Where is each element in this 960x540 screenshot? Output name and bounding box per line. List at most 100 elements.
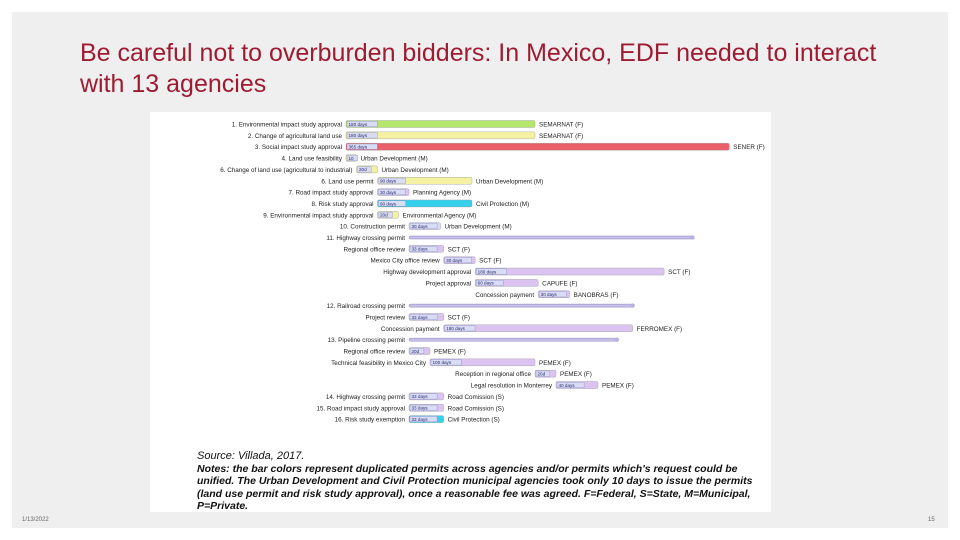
agency-label: PEMEX (F) (539, 360, 571, 367)
task-label: 4. Land use feasibility (281, 156, 342, 163)
task-label: 3. Social impact study approval (255, 144, 342, 151)
duration-label: 30 days (446, 258, 463, 263)
duration-label-box (346, 155, 358, 161)
agency-label: Road Comission (S) (448, 394, 504, 401)
duration-label-box (444, 257, 472, 264)
duration-label-box (430, 359, 462, 366)
gantt-row: Project review 33 days SCT (F) (365, 313, 470, 321)
gantt-chart: 1. Environmental impact study approval 18… (220, 120, 765, 424)
agency-label: CAPUFE (F) (542, 280, 577, 287)
duration-label: 180 days (478, 269, 497, 274)
duration-label: 33 days (412, 394, 429, 399)
duration-label-box (409, 314, 438, 320)
figure-source: Source: Villada, 2017. (197, 450, 305, 462)
duration-label-box (535, 370, 551, 377)
gantt-row: 14. Highway crossing permit 33 days Road C… (326, 392, 504, 401)
task-label: Regional office review (344, 246, 406, 253)
gantt-row: Regional office review 20d PEMEX (F) (344, 347, 466, 356)
gantt-row: 15. Road impact study approval 33 days Roa… (316, 404, 504, 412)
duration-label-box (538, 291, 567, 298)
task-label: 11. Highway crossing permit (326, 235, 405, 242)
duration-label-box (378, 189, 406, 195)
task-label: 6. Land use permit (321, 178, 373, 185)
gantt-row: Legal resolution in Monterrey 40 days PEME… (471, 381, 634, 390)
summary-bar (408, 303, 633, 308)
duration-label: 90 days (380, 201, 397, 206)
gantt-row: 13. Pipeline crossing permit (328, 337, 620, 344)
duration-bar (474, 267, 665, 276)
gantt-row: 1. Environmental impact study approval 18… (232, 120, 583, 129)
agency-label: PEMEX (F) (602, 383, 634, 390)
task-label: Regional office review (344, 349, 406, 356)
agency-label: Planning Agency (M) (413, 190, 471, 197)
gantt-row: Mexico City office review 30 days SCT (F) (370, 256, 501, 265)
duration-label: 180 days (349, 122, 368, 127)
duration-label-box (409, 404, 438, 411)
duration-label: 100 days (433, 360, 452, 365)
slide-title: Be careful not to overburden bidders: In… (80, 39, 877, 98)
duration-label: 33 days (412, 406, 429, 411)
task-label: 10. Construction permit (340, 224, 405, 231)
duration-label-box (357, 166, 372, 173)
task-label: 7. Road impact study approval (288, 190, 373, 197)
duration-label: 20d (380, 213, 388, 218)
duration-label-box (378, 211, 393, 218)
task-label: 2. Change of agricultural land use (248, 133, 343, 140)
task-label: 9. Environmental impact study approval (263, 212, 373, 219)
agency-label: SCT (F) (448, 246, 470, 253)
gantt-row: Reception in regional office 20d PEMEX (F) (455, 370, 592, 378)
task-label: Concession payment (381, 326, 440, 333)
task-label: Project review (365, 314, 405, 321)
agency-label: PEMEX (F) (560, 371, 592, 378)
gantt-row: 6. Land use permit 90 days Urban Developme… (321, 177, 543, 185)
gantt-figure: 1. Environmental impact study approval 18… (150, 112, 771, 512)
duration-label: 33 days (412, 247, 429, 252)
duration-label-box (409, 393, 438, 400)
slide-date: 1/13/2022 (22, 517, 49, 523)
task-label: Technical feasibility in Mexico City (331, 360, 427, 367)
task-label: Concession payment (475, 292, 534, 299)
agency-label: Civil Protection (M) (476, 201, 529, 208)
duration-label: 20d (359, 167, 367, 172)
duration-label: 30 days (380, 190, 397, 195)
duration-label-box (475, 280, 504, 286)
duration-label: 180 days (349, 133, 368, 138)
duration-label-box (409, 223, 438, 230)
task-label: 12. Railroad crossing permit (327, 303, 406, 310)
agency-label: Urban Development (M) (361, 156, 428, 163)
agency-label: Environmental Agency (M) (403, 212, 477, 219)
duration-label: 90 days (380, 179, 397, 184)
agency-label: Road Comission (S) (448, 405, 504, 412)
gantt-row: 12. Railroad crossing permit (327, 303, 635, 310)
duration-label: 30 days (541, 292, 558, 297)
gantt-row: Regional office review 33 days SCT (F) (344, 245, 470, 253)
gantt-row: 4. Land use feasibility 10 Urban Developme… (281, 154, 428, 163)
agency-label: FERROMEX (F) (637, 326, 682, 333)
duration-label-box (409, 245, 438, 252)
gantt-row: Concession payment 30 days BANOBRAS (F) (475, 290, 618, 299)
task-label: Reception in regional office (455, 371, 531, 378)
duration-bar (345, 143, 730, 151)
task-label: Legal resolution in Monterrey (471, 383, 553, 390)
summary-bar (408, 337, 618, 342)
duration-bar (443, 324, 633, 333)
duration-bar (345, 120, 536, 128)
gantt-row: 11. Highway crossing permit (326, 235, 695, 242)
gantt-row: 10. Construction permit 30 days Urban Deve… (340, 222, 512, 231)
agency-label: Urban Development (M) (476, 178, 543, 185)
summary-bar-end (630, 303, 635, 308)
task-label: 6. Change of land use (agricultural to i… (220, 167, 352, 174)
task-label: 15. Road impact study approval (316, 405, 405, 412)
summary-bar (408, 235, 693, 240)
duration-label-box (346, 132, 378, 139)
duration-label-box (346, 143, 378, 150)
agency-label: Civil Protection (S) (448, 417, 500, 424)
gantt-row: 2. Change of agricultural land use 180 da… (248, 131, 583, 140)
duration-bar (345, 131, 536, 140)
gantt-row: 8. Risk study approval 90 days Civil Prote… (312, 199, 529, 208)
task-label: Project approval (426, 280, 472, 287)
duration-label: 365 days (349, 145, 368, 150)
duration-label: 40 days (559, 383, 576, 388)
duration-label: 33 days (412, 417, 429, 422)
gantt-row: 16. Risk study exemption 33 days Civil Pro… (335, 415, 500, 424)
